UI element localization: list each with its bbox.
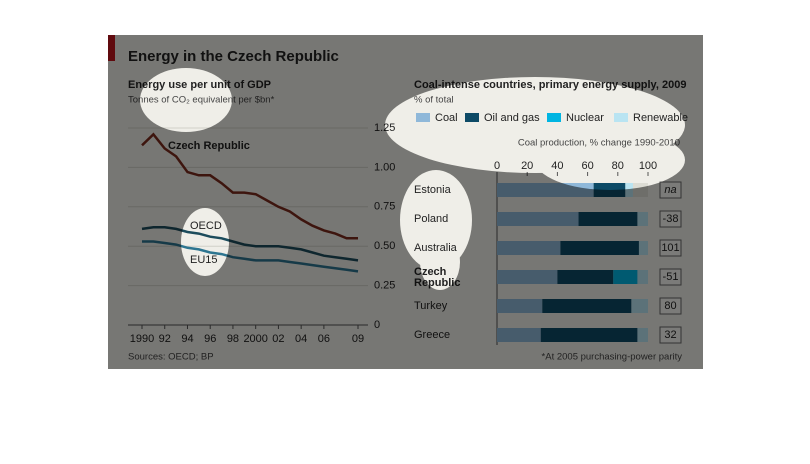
series-label: EU15 — [190, 254, 218, 266]
bar-segment — [637, 212, 648, 226]
coal-change-label: 32 — [664, 329, 676, 341]
x-tick-label: 20 — [521, 160, 533, 172]
bar-segment — [497, 299, 543, 313]
x-tick-label: 09 — [352, 333, 364, 345]
bar-segment — [560, 241, 639, 255]
bar-segment — [497, 270, 558, 284]
x-tick-label: 04 — [295, 333, 307, 345]
right-margin — [703, 35, 810, 369]
y-tick-label: 1.00 — [374, 161, 395, 173]
bottom-margin — [0, 369, 810, 464]
bar-segment — [625, 183, 633, 197]
x-tick-label: 96 — [204, 333, 216, 345]
category-label: Greece — [414, 329, 450, 341]
y-tick-label: 0.50 — [374, 240, 395, 252]
y-tick-label: 0.75 — [374, 201, 395, 213]
x-tick-label: 02 — [272, 333, 284, 345]
bar-segment — [557, 270, 614, 284]
legend-swatch — [465, 113, 479, 122]
y-tick-label: 1.25 — [374, 122, 395, 134]
bar-segment — [497, 241, 561, 255]
category-line: Republic — [414, 277, 460, 289]
bar-segment — [497, 212, 579, 226]
x-tick-label: 1990 — [130, 333, 154, 345]
bar-segment — [613, 270, 638, 284]
bar-segment — [631, 299, 648, 313]
left-title: Energy use per unit of GDP — [128, 79, 271, 91]
x-tick-label: 06 — [318, 333, 330, 345]
category-label: Poland — [414, 213, 448, 225]
legend-label: Nuclear — [566, 112, 604, 124]
red-tab — [108, 35, 115, 61]
footnote: *At 2005 purchasing-power parity — [542, 352, 683, 363]
bar-segment — [542, 299, 632, 313]
series-label: Czech Republic — [168, 140, 250, 152]
x-tick-label: 60 — [581, 160, 593, 172]
x-tick-label: 2000 — [243, 333, 267, 345]
legend-swatch — [547, 113, 561, 122]
left-margin — [0, 35, 108, 369]
legend-swatch — [416, 113, 430, 122]
main-title: Energy in the Czech Republic — [128, 48, 339, 65]
category-label: Turkey — [414, 300, 448, 312]
bar-segment — [637, 328, 648, 342]
x-tick-label: 94 — [181, 333, 193, 345]
x-tick-label: 80 — [612, 160, 624, 172]
coal-change-label: na — [664, 184, 676, 196]
legend-label: Oil and gas — [484, 112, 540, 124]
bar-segment — [593, 183, 626, 197]
bar-segment — [497, 328, 541, 342]
x-tick-label: 40 — [551, 160, 563, 172]
legend-swatch — [614, 113, 628, 122]
bar-segment — [540, 328, 638, 342]
coal-header: Coal production, % change 1990-2010 — [518, 138, 680, 149]
y-tick-label: 0.25 — [374, 280, 395, 292]
left-subtitle: Tonnes of CO₂ equivalent per $bn* — [128, 95, 275, 106]
bar-segment — [637, 270, 648, 284]
x-tick-label: 92 — [159, 333, 171, 345]
bar-segment — [497, 183, 594, 197]
coal-change-label: 101 — [661, 242, 679, 254]
category-label: Australia — [414, 242, 458, 254]
coal-change-label: -51 — [663, 271, 679, 283]
y-tick-label: 0 — [374, 319, 380, 331]
legend-label: Coal — [435, 112, 458, 124]
bar-segment — [638, 241, 648, 255]
x-tick-label: 100 — [639, 160, 657, 172]
x-tick-label: 0 — [494, 160, 500, 172]
bar-segment — [578, 212, 638, 226]
category-label: Estonia — [414, 184, 452, 196]
right-subtitle: % of total — [414, 95, 454, 106]
legend-label: Renewable — [633, 112, 688, 124]
coal-change-label: -38 — [663, 213, 679, 225]
right-title: Coal-intense countries, primary energy s… — [414, 79, 686, 91]
x-tick-label: 98 — [227, 333, 239, 345]
series-label: OECD — [190, 220, 222, 232]
top-margin — [0, 0, 810, 35]
coal-change-label: 80 — [664, 300, 676, 312]
sources: Sources: OECD; BP — [128, 352, 214, 363]
